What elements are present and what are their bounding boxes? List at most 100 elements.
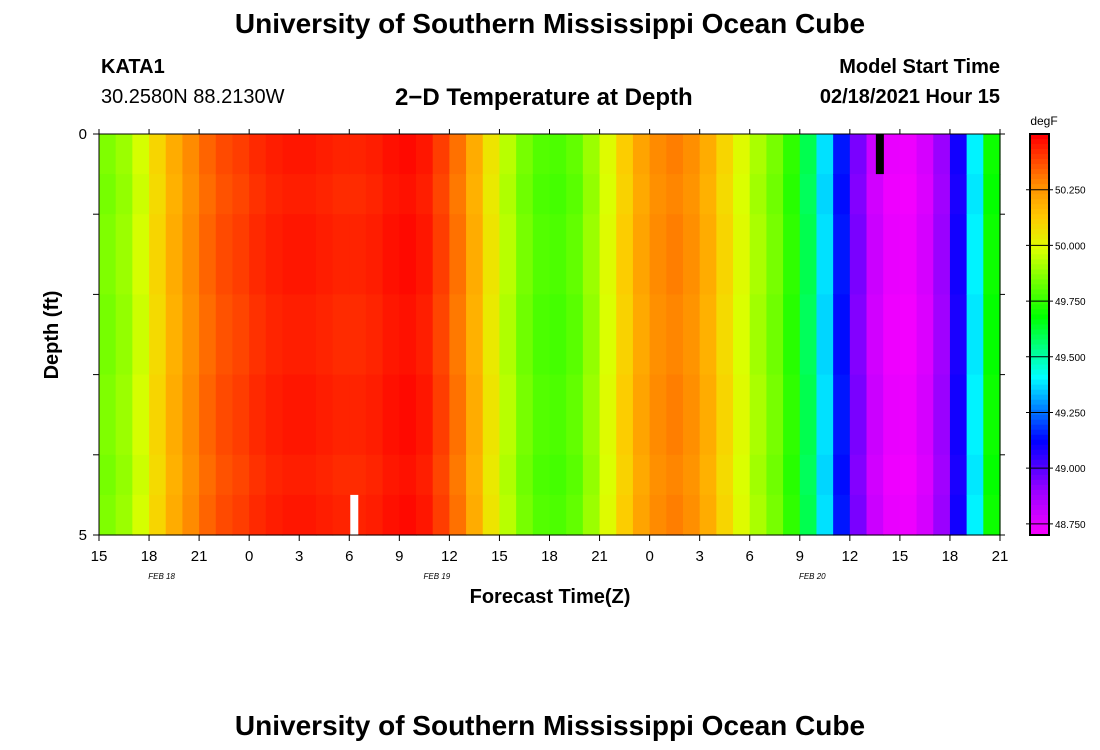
heatmap-cell <box>849 174 868 215</box>
heatmap-cell <box>149 294 167 376</box>
heatmap-cell <box>199 294 217 376</box>
heatmap-cell <box>299 174 317 215</box>
colorbar-swatch <box>1030 509 1049 516</box>
heatmap-cell <box>632 174 651 215</box>
heatmap-cell <box>666 214 684 295</box>
heatmap-cell <box>382 134 400 175</box>
heatmap-cell <box>916 494 934 536</box>
heatmap-cell <box>115 214 133 295</box>
heatmap-cell <box>933 174 951 215</box>
heatmap-cell <box>399 374 417 456</box>
colorbar-swatch <box>1030 529 1049 536</box>
heatmap-cell <box>416 214 434 295</box>
heatmap-cell <box>349 214 367 295</box>
colorbar-tick-label: 49.000 <box>1055 464 1086 475</box>
heatmap-cell <box>549 294 567 376</box>
heatmap-cell <box>249 374 267 456</box>
heatmap-cell <box>215 174 234 215</box>
heatmap-cell <box>299 294 317 376</box>
heatmap-cell <box>799 134 818 175</box>
heatmap-cell <box>866 214 884 295</box>
colorbar-swatch <box>1030 324 1049 331</box>
heatmap-cell <box>833 374 851 456</box>
heatmap-cell <box>466 134 484 175</box>
colorbar: 48.750 49.000 49.250 49.500 49.750 50.000 50.2… <box>1026 133 1086 536</box>
heatmap-cell <box>966 214 984 295</box>
heatmap-cell <box>799 494 818 536</box>
heatmap-cell <box>249 134 267 175</box>
heatmap-cell <box>549 494 567 536</box>
heatmap-cell <box>499 294 517 376</box>
heatmap-cell <box>365 174 384 215</box>
heatmap-cell <box>899 374 918 456</box>
heatmap-cell <box>916 374 934 456</box>
colorbar-swatch <box>1030 344 1049 351</box>
heatmap-cell <box>332 454 350 496</box>
heatmap-cell <box>883 454 901 496</box>
heatmap-cell <box>516 294 534 376</box>
heatmap-cell <box>766 454 784 496</box>
heatmap-cell <box>549 374 567 456</box>
heatmap-cells <box>99 134 1001 536</box>
heatmap-cell <box>482 214 501 295</box>
heatmap-cell <box>866 454 884 496</box>
heatmap-cell <box>582 174 601 215</box>
heatmap-cell <box>616 494 634 536</box>
heatmap-cell <box>816 134 834 175</box>
heatmap-cell <box>983 174 1001 215</box>
heatmap-cell <box>416 174 434 215</box>
heatmap-cell <box>849 134 868 175</box>
colorbar-swatch <box>1030 239 1049 245</box>
heatmap-cell <box>115 134 133 175</box>
colorbar-swatch <box>1030 359 1049 366</box>
heatmap-cell <box>649 374 667 456</box>
heatmap-cell <box>315 454 334 496</box>
colorbar-swatch <box>1030 169 1049 175</box>
colorbar-swatch <box>1030 429 1049 436</box>
heatmap-cell <box>399 454 417 496</box>
heatmap-cell <box>365 494 384 536</box>
heatmap-cell <box>382 214 400 295</box>
date-label: FEB 18 <box>148 572 175 581</box>
heatmap-cell <box>716 174 734 215</box>
heatmap-cell <box>966 294 984 376</box>
heatmap-cell <box>249 294 267 376</box>
colorbar-swatch <box>1030 354 1049 361</box>
heatmap-cell <box>399 494 417 536</box>
heatmap-cell <box>215 294 234 376</box>
heatmap-cell <box>966 134 984 175</box>
x-tick-label: 3 <box>295 548 303 565</box>
heatmap-cell <box>532 494 551 536</box>
heatmap-cell <box>432 134 450 175</box>
heatmap-cell <box>416 494 434 536</box>
heatmap-cell <box>849 374 868 456</box>
heatmap-cell <box>599 214 617 295</box>
x-tick-label: 3 <box>695 548 703 565</box>
heatmap-cell <box>532 174 551 215</box>
heatmap-cell <box>682 174 701 215</box>
heatmap-cell <box>416 454 434 496</box>
heatmap-cell <box>432 294 450 376</box>
colorbar-swatch <box>1030 484 1049 491</box>
heatmap-cell <box>149 494 167 536</box>
heatmap-cell <box>949 374 968 456</box>
heatmap-cell <box>482 294 501 376</box>
heatmap-cell <box>699 214 717 295</box>
heatmap-cell <box>966 374 984 456</box>
heatmap-cell <box>682 454 701 496</box>
heatmap-cell <box>132 174 150 215</box>
heatmap-cell <box>299 494 317 536</box>
heatmap-cell <box>532 214 551 295</box>
heatmap-cell <box>99 454 117 496</box>
colorbar-swatch <box>1030 399 1049 406</box>
heatmap-cell <box>649 174 667 215</box>
colorbar-swatch <box>1030 414 1049 421</box>
heatmap-cell <box>299 134 317 175</box>
heatmap-cell <box>666 174 684 215</box>
heatmap-cell <box>799 214 818 295</box>
heatmap-cell <box>416 134 434 175</box>
heatmap-cell <box>649 294 667 376</box>
colorbar-swatch <box>1030 139 1049 145</box>
heatmap-cell <box>949 294 968 376</box>
heatmap-cell <box>899 174 918 215</box>
